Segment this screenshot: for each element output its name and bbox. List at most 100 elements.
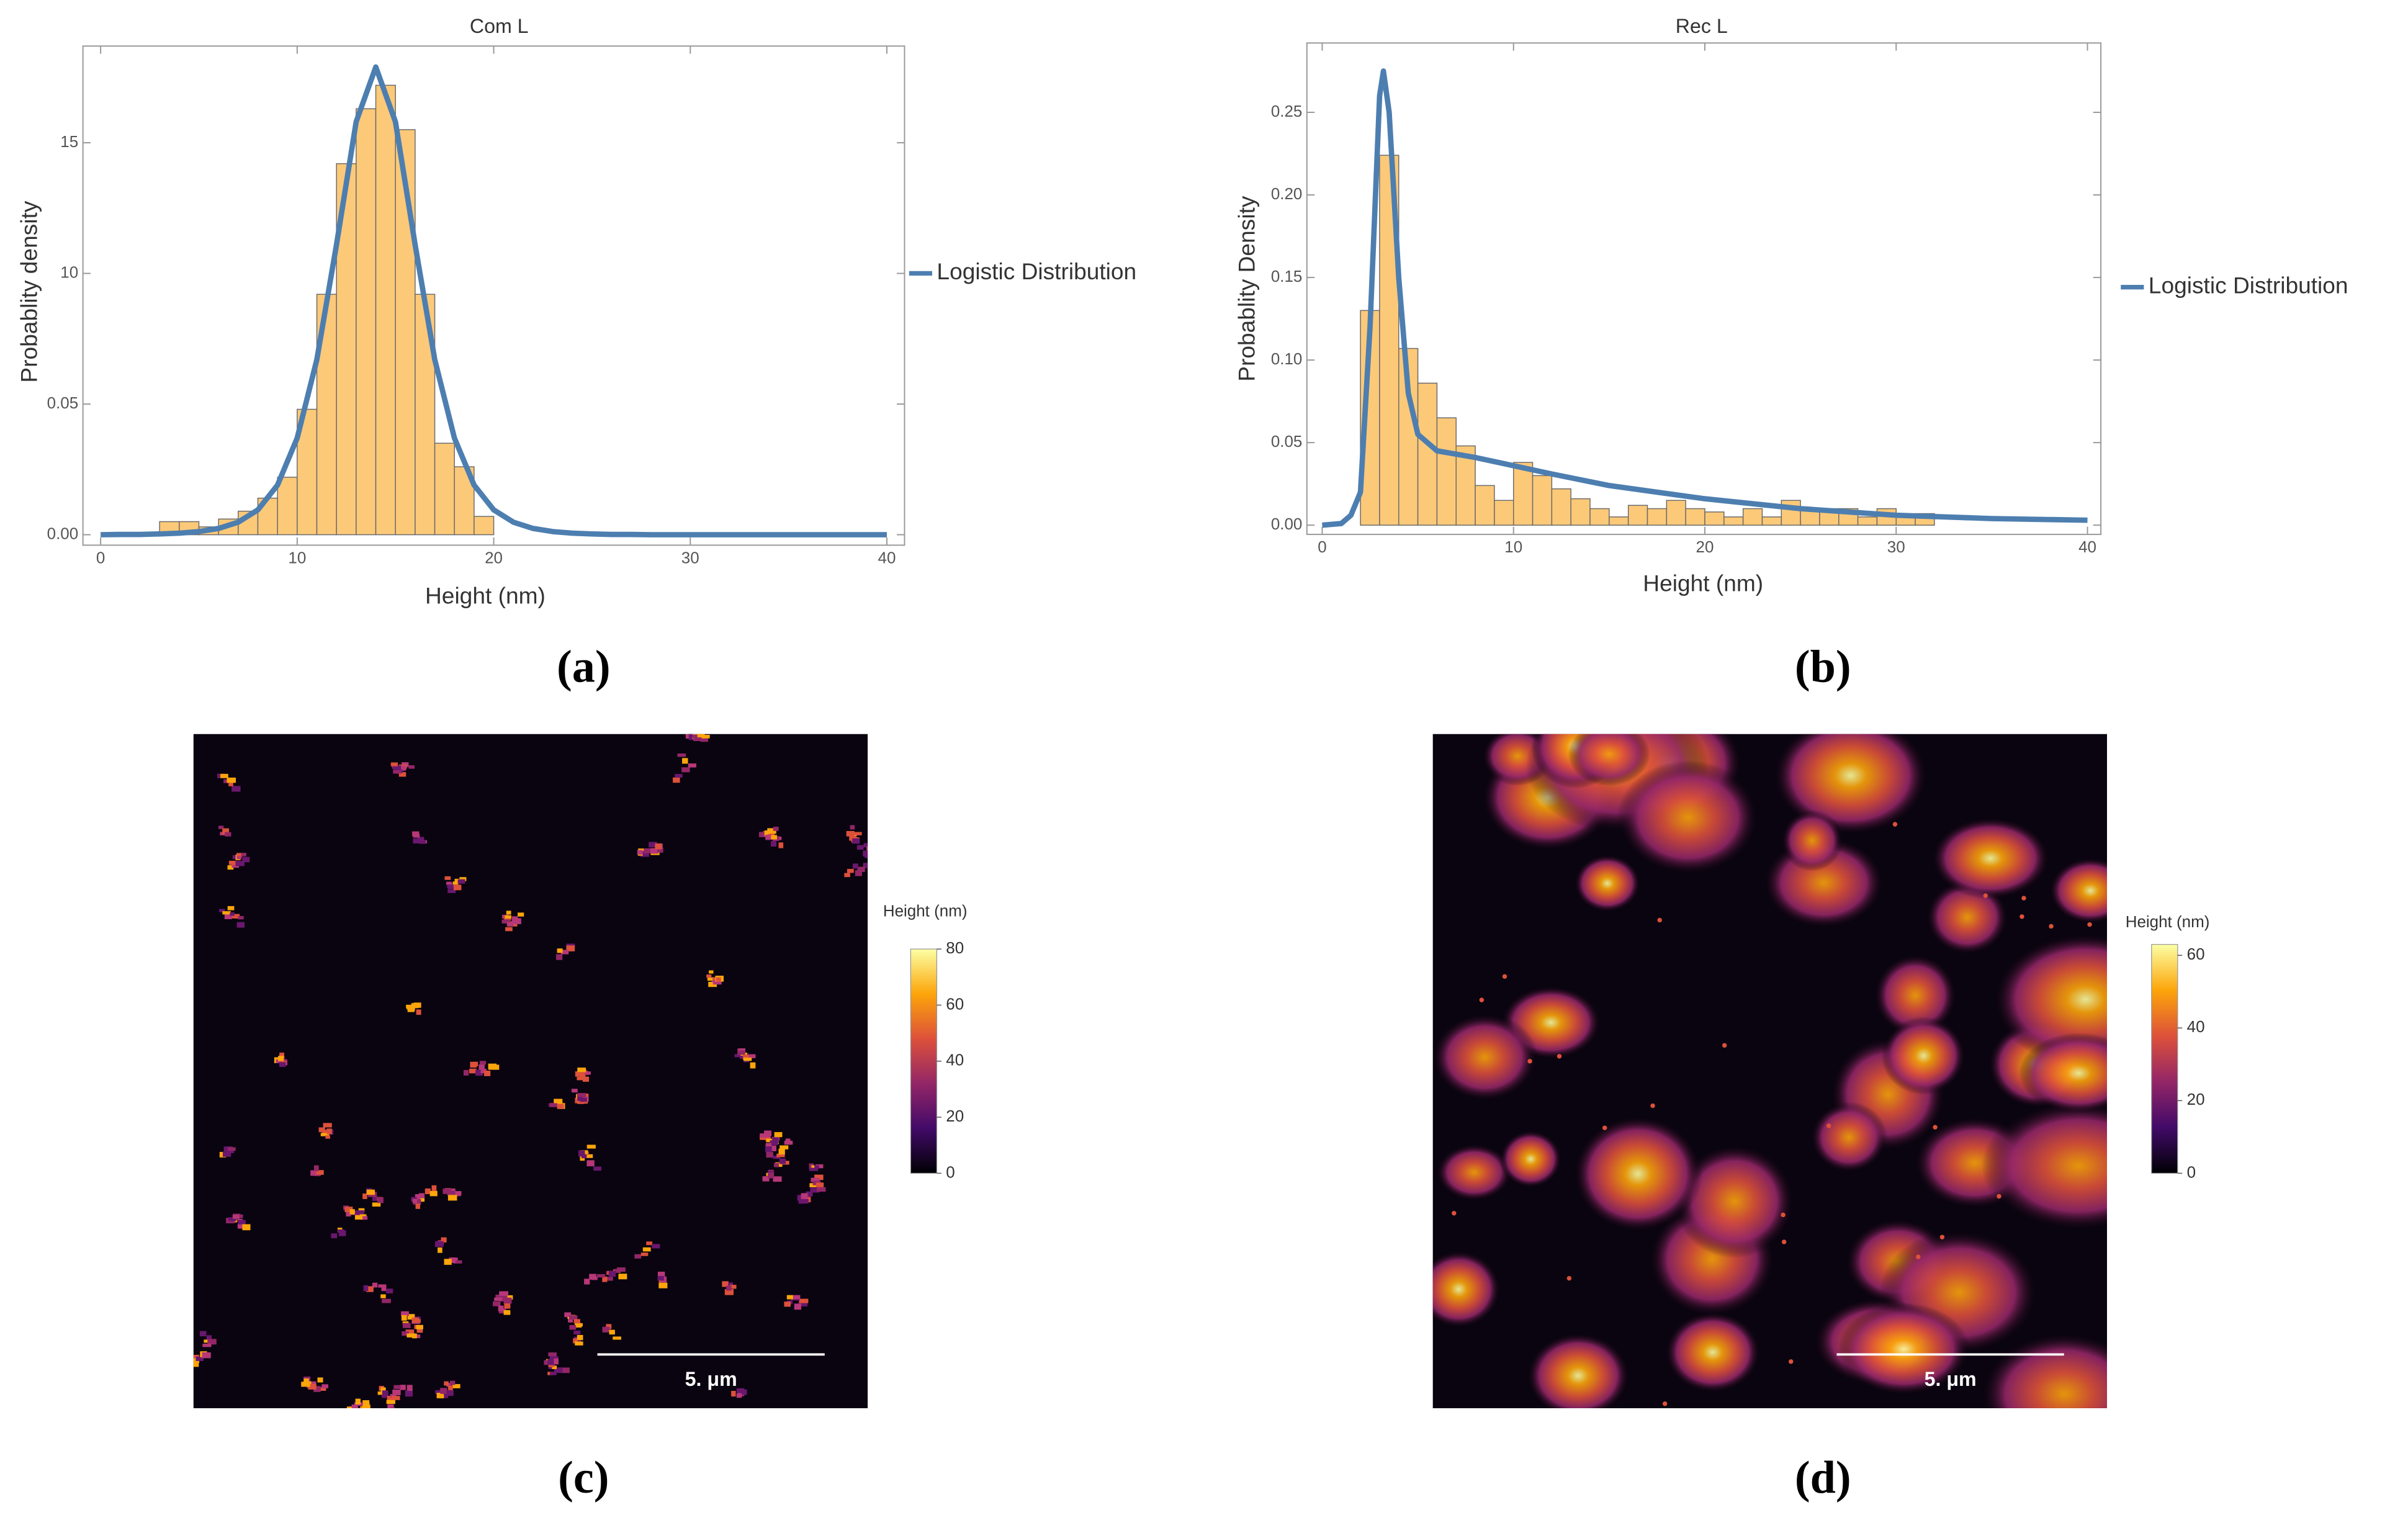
afm-feature (413, 1002, 421, 1008)
afm-feature (451, 1257, 456, 1264)
afm-feature (234, 914, 240, 919)
afm-feature (401, 1311, 409, 1316)
afm-feature (453, 1260, 462, 1264)
x-tick-label: 0 (1318, 537, 1326, 556)
afm-feature (706, 974, 712, 978)
afm-feature (549, 1356, 559, 1360)
afm-feature (773, 1156, 781, 1159)
afm-feature (441, 1393, 449, 1398)
afm-feature (586, 1144, 596, 1149)
afm-feature (362, 1404, 371, 1408)
histogram-bar (474, 516, 495, 536)
afm-feature (419, 1195, 425, 1202)
afm-feature (552, 1365, 557, 1369)
afm-feature (557, 1103, 564, 1109)
afm-feature (682, 758, 688, 764)
afm-feature (806, 1191, 813, 1197)
afm-feature (346, 1406, 356, 1408)
afm-feature (640, 851, 649, 857)
chart-title: Com L (470, 15, 529, 37)
afm-feature (238, 915, 244, 920)
afm-feature (609, 1329, 615, 1335)
afm-feature (866, 846, 868, 852)
afm-speck (2019, 914, 2024, 919)
afm-feature (236, 856, 242, 860)
afm-feature (438, 1247, 443, 1253)
afm-feature (681, 767, 690, 773)
afm-speck (1916, 1254, 1921, 1259)
afm-feature (390, 1394, 397, 1398)
afm-feature (310, 1381, 317, 1386)
afm-feature (202, 1352, 211, 1359)
histogram-bar (375, 84, 396, 536)
afm-feature (817, 1187, 826, 1192)
afm-feature (608, 1270, 616, 1277)
afm-feature (693, 737, 702, 742)
afm-feature (222, 1151, 231, 1157)
afm-feature (444, 1259, 452, 1265)
afm-feature (321, 1384, 328, 1388)
afm-feature (354, 1408, 361, 1413)
afm-feature (774, 1132, 783, 1138)
afm-speck (2049, 924, 2054, 929)
afm-feature (446, 881, 452, 885)
afm-feature (483, 1071, 491, 1076)
afm-feature (372, 1195, 377, 1202)
afm-feature (731, 1391, 736, 1397)
y-tick-label: 0.00 (47, 524, 79, 542)
afm-feature (765, 834, 773, 840)
afm-feature (857, 866, 865, 873)
histogram-bar (1666, 500, 1686, 526)
afm-feature (372, 1282, 378, 1288)
afm-feature (737, 1050, 745, 1055)
afm-feature (855, 870, 862, 876)
afm-feature (199, 1331, 207, 1337)
afm-feature (207, 1339, 217, 1345)
x-axis-label: Height (nm) (1643, 570, 1763, 596)
colorbar-title: Height (nm) (883, 902, 968, 920)
colorbar-tick-label: 20 (2187, 1090, 2205, 1108)
y-tick-label: 0.15 (1271, 267, 1303, 285)
afm-feature (495, 1294, 501, 1299)
afm-feature (760, 1133, 770, 1138)
afm-feature (573, 1319, 580, 1324)
histogram-bar (356, 108, 377, 536)
colorbar-tick-label: 20 (946, 1107, 964, 1125)
afm-feature (475, 1069, 483, 1076)
histogram-bar (1494, 500, 1514, 526)
afm-speck (1997, 1193, 2001, 1199)
afm-feature (779, 1158, 786, 1164)
afm-feature (1526, 1333, 1630, 1408)
afm-feature (586, 1160, 595, 1167)
afm-feature (241, 853, 246, 856)
afm-feature (279, 1062, 286, 1067)
afm-feature (743, 1054, 749, 1060)
afm-feature (750, 1062, 756, 1069)
x-tick-label: 0 (96, 549, 105, 567)
afm-speck (2021, 896, 2026, 901)
afm-feature (766, 1138, 771, 1143)
afm-feature (646, 1241, 653, 1246)
afm-feature (577, 1077, 583, 1081)
afm-feature (446, 1383, 452, 1387)
afm-feature (810, 1187, 820, 1193)
afm-speck (1781, 1212, 1786, 1218)
afm-feature (236, 853, 243, 857)
afm-feature (447, 1195, 457, 1201)
y-axis-label: Probablity Density (1234, 195, 1260, 382)
afm-feature (799, 1298, 809, 1303)
afm-speck (1892, 822, 1898, 827)
afm-feature (1980, 1332, 2107, 1408)
afm-feature (411, 1333, 417, 1339)
afm-feature (320, 1133, 330, 1136)
afm-feature (357, 1408, 362, 1411)
afm-feature (238, 1220, 246, 1225)
afm-feature (435, 1390, 444, 1394)
afm-feature (339, 1230, 346, 1236)
histogram-bar (1723, 516, 1744, 526)
afm-feature (578, 1150, 585, 1157)
afm-feature (815, 1164, 824, 1169)
afm-feature (811, 1177, 820, 1182)
afm-feature (657, 1272, 665, 1277)
